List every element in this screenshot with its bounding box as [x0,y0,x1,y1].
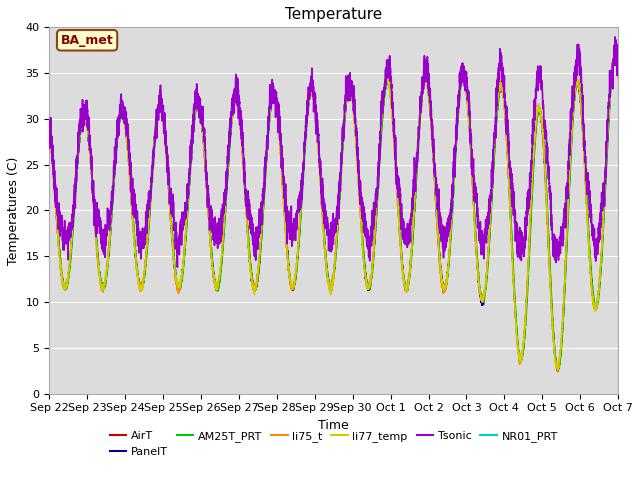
Title: Temperature: Temperature [285,7,382,22]
X-axis label: Time: Time [318,419,349,432]
Y-axis label: Temperatures (C): Temperatures (C) [7,156,20,264]
Text: BA_met: BA_met [61,34,113,47]
Legend: AirT, PanelT, AM25T_PRT, li75_t, li77_temp, Tsonic, NR01_PRT: AirT, PanelT, AM25T_PRT, li75_t, li77_te… [106,427,562,461]
